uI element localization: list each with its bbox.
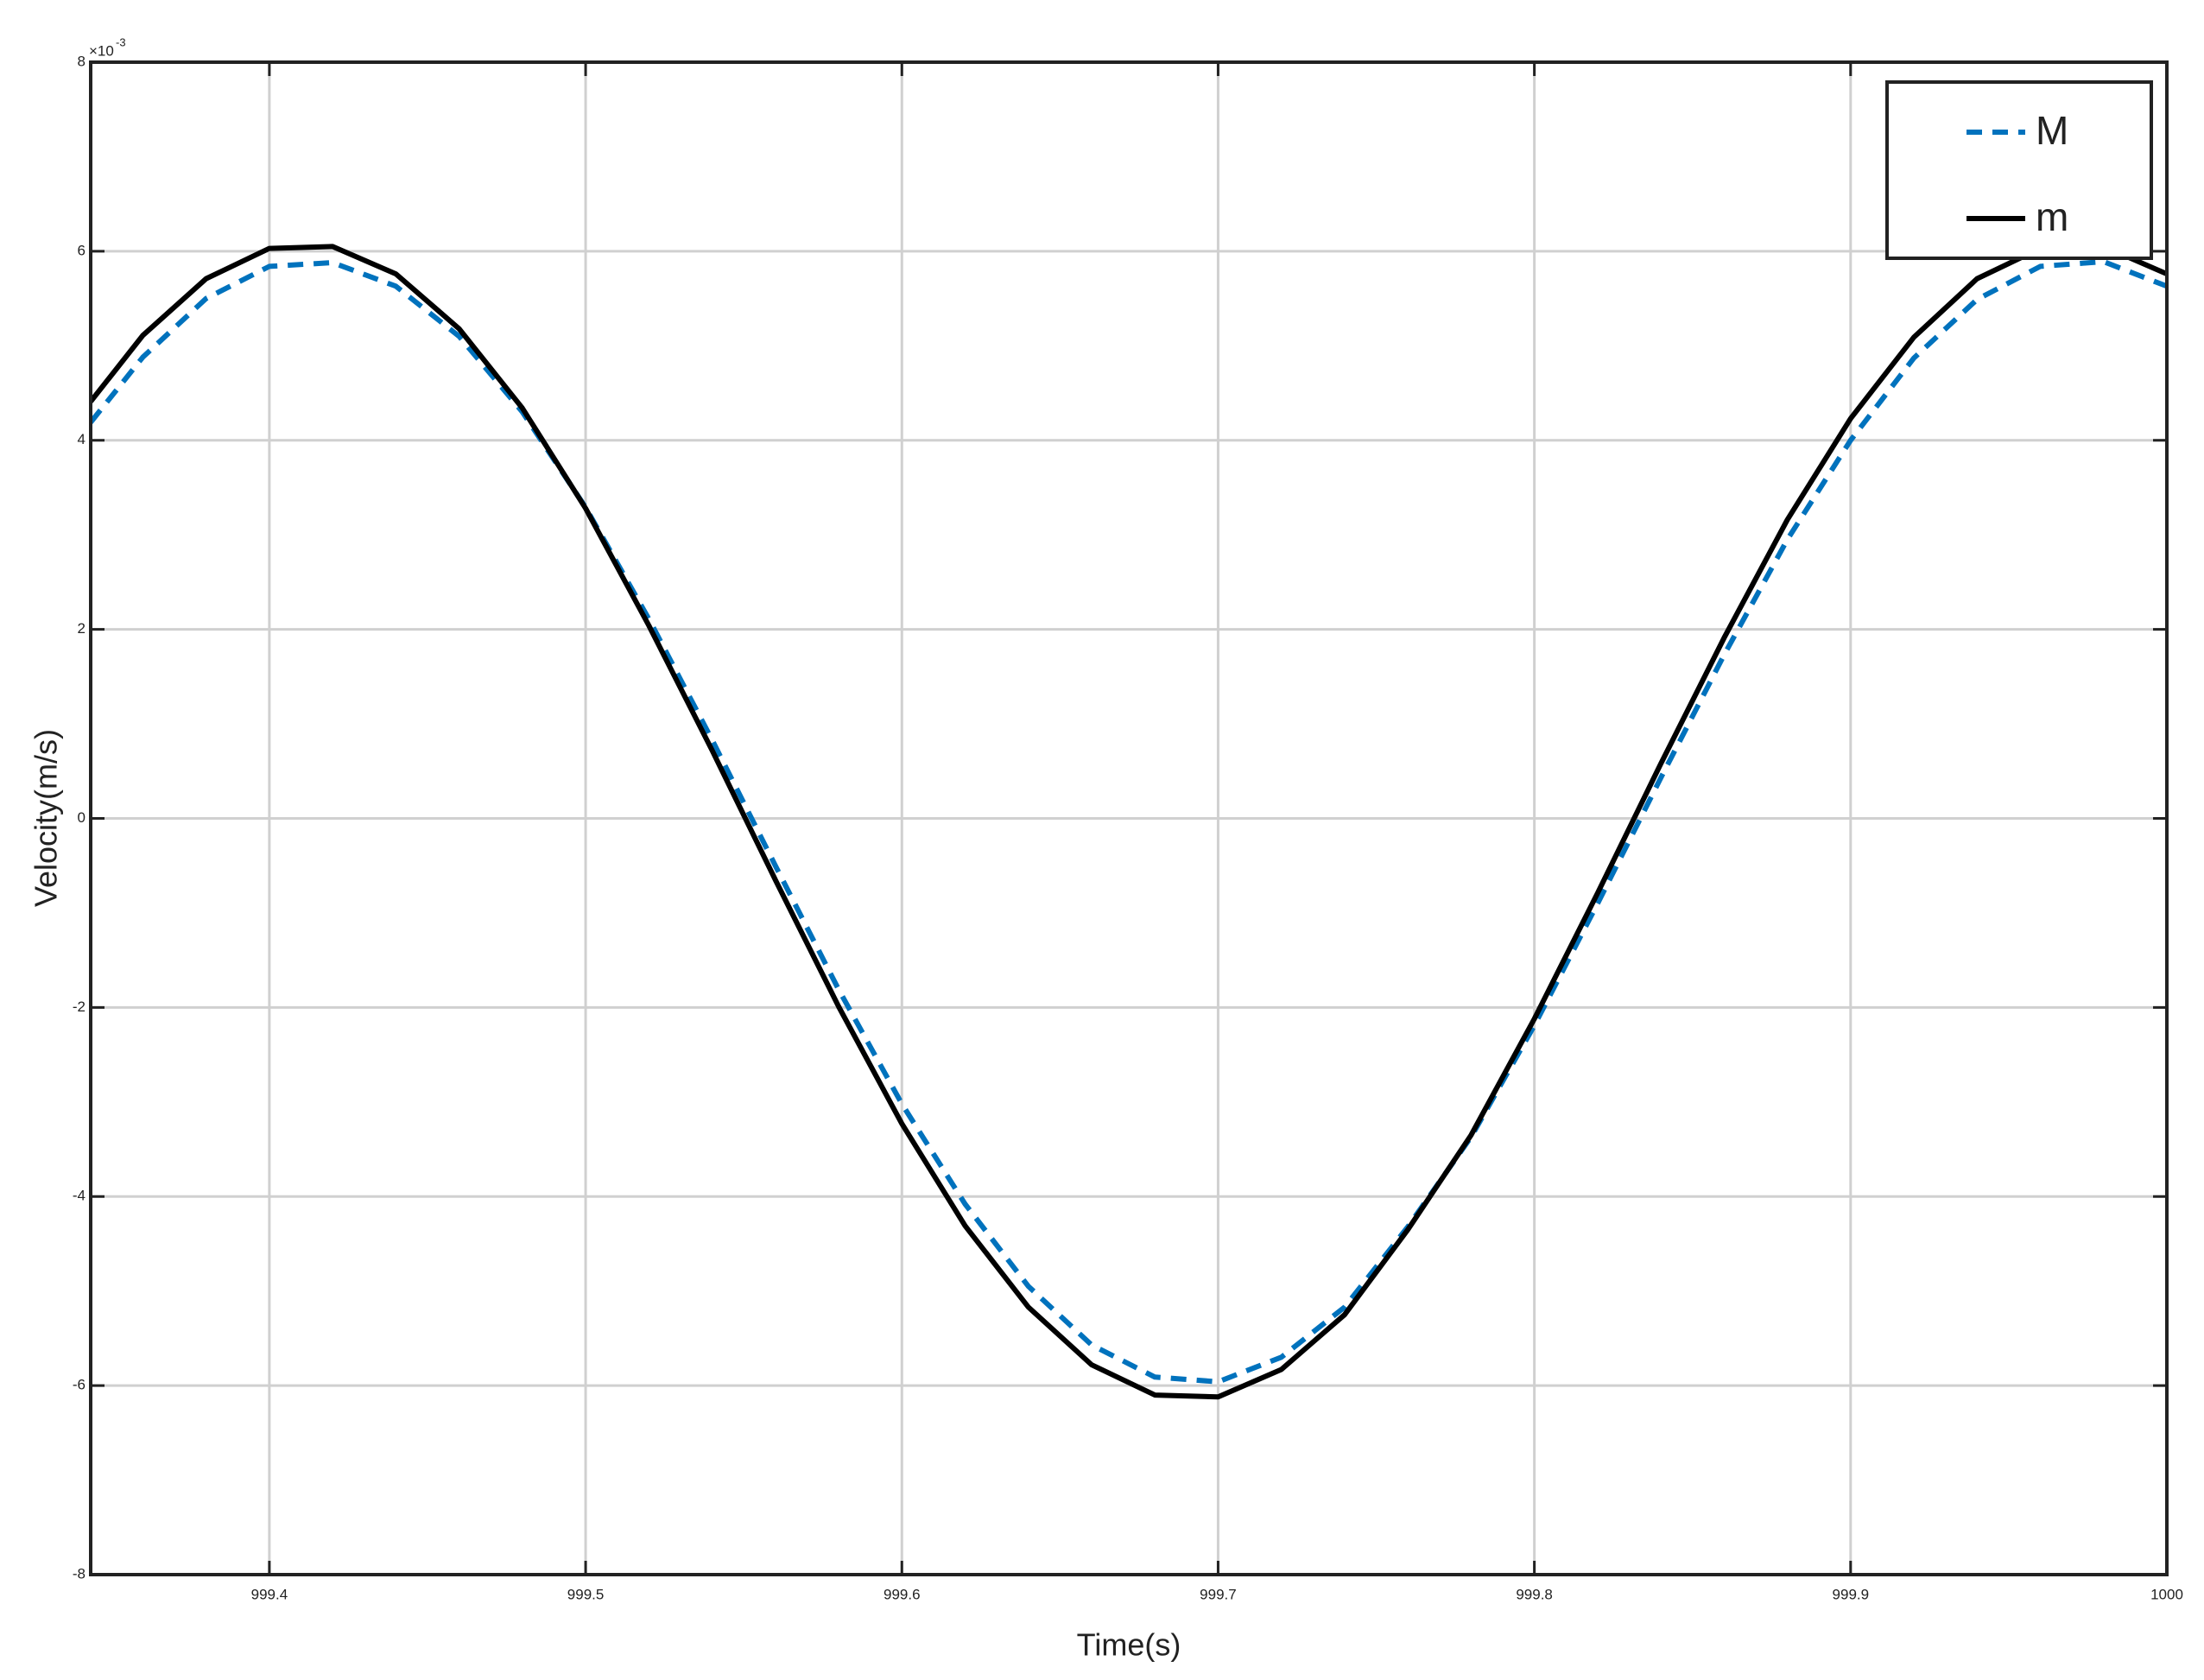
y-tick-label: -6 [73,1377,86,1393]
x-tick-label: 999.6 [884,1586,921,1602]
y-tick-label: -8 [73,1565,86,1582]
y-multiplier-exponent: -3 [116,35,126,48]
y-tick-label: -2 [73,998,86,1015]
x-tick-label: 999.5 [567,1586,605,1602]
x-tick-label: 1000 [2150,1586,2183,1602]
x-tick-label: 999.7 [1200,1586,1237,1602]
y-tick-label: 2 [78,620,86,637]
legend-box [1885,80,2153,260]
x-axis-label: Time(s) [1077,1627,1181,1663]
y-tick-label: 0 [78,809,86,826]
y-tick-label: -4 [73,1188,86,1204]
series-line [91,258,2167,1385]
legend: Mm [1885,80,2153,260]
plot-lines [91,244,2167,1400]
grid [91,60,2169,1576]
x-tick-label: 999.4 [251,1586,288,1602]
y-tick-label: 6 [78,242,86,258]
y-axis-label: Velocity(m/s) [28,729,64,907]
ticks: -8 -6 -4 -2 0 2 4 6 8 999.4 999.5 999.6 999.7 999.8 99… [73,53,2183,1602]
y-tick-label: 8 [78,53,86,69]
y-multiplier: ×10 [89,42,114,59]
legend-label: m [2036,194,2068,239]
series-line [91,244,2167,1400]
legend-label: M [2036,108,2068,153]
x-tick-label: 999.8 [1516,1586,1553,1602]
y-tick-label: 4 [78,431,86,447]
x-tick-label: 999.9 [1833,1586,1870,1602]
